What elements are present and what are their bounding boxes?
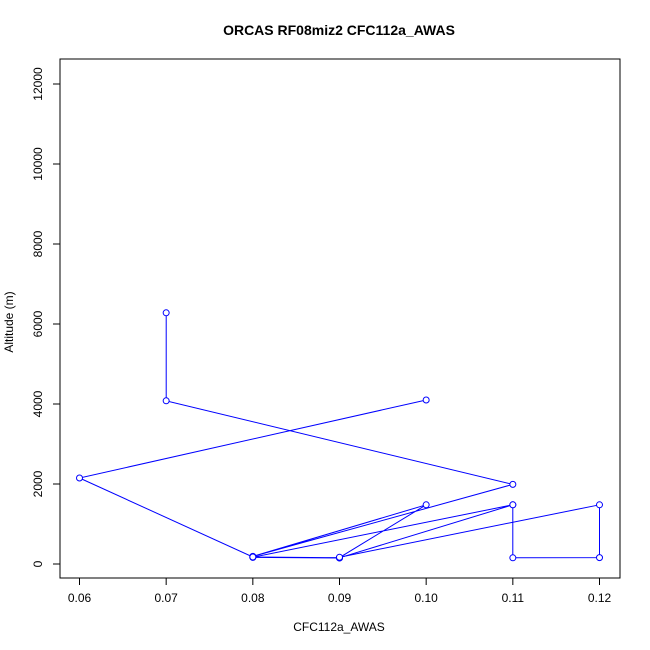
data-point	[509, 501, 517, 509]
x-tick-label: 0.12	[588, 591, 612, 605]
chart-title: ORCAS RF08miz2 CFC112a_AWAS	[223, 22, 455, 38]
x-tick-label: 0.09	[328, 591, 352, 605]
x-tick-label: 0.08	[241, 591, 265, 605]
y-tick-label: 12000	[31, 67, 45, 101]
x-axis-label: CFC112a_AWAS	[293, 620, 385, 634]
data-point	[162, 397, 170, 405]
data-point	[596, 554, 603, 562]
x-tick-label: 0.07	[154, 591, 178, 605]
x-axis: 0.06 0.07 0.08 0.09 0.10 0.11 0.12	[68, 577, 612, 605]
x-tick-label: 0.11	[502, 591, 525, 605]
y-tick-label: 0	[31, 560, 45, 567]
x-tick-label: 0.10	[414, 591, 438, 605]
y-tick-label: 4000	[31, 390, 45, 417]
y-axis-label: Altitude (m)	[2, 291, 16, 352]
y-tick-label: 10000	[31, 147, 45, 181]
data-point	[509, 480, 517, 488]
data-point	[422, 396, 430, 404]
y-tick-label: 6000	[31, 310, 45, 337]
data-point	[336, 553, 343, 561]
data-point	[76, 474, 83, 482]
y-tick-label: 2000	[31, 470, 45, 497]
series-line	[77, 312, 515, 559]
y-tick-label: 8000	[31, 230, 45, 257]
data-point	[509, 554, 517, 562]
data-point	[249, 553, 257, 561]
y-axis: 0 2000 4000 6000 8000 10000 12000	[31, 67, 61, 567]
series-layer	[76, 309, 603, 562]
data-point	[596, 501, 603, 509]
data-point	[422, 501, 430, 509]
x-tick-label: 0.06	[68, 591, 92, 605]
data-point	[162, 309, 170, 317]
